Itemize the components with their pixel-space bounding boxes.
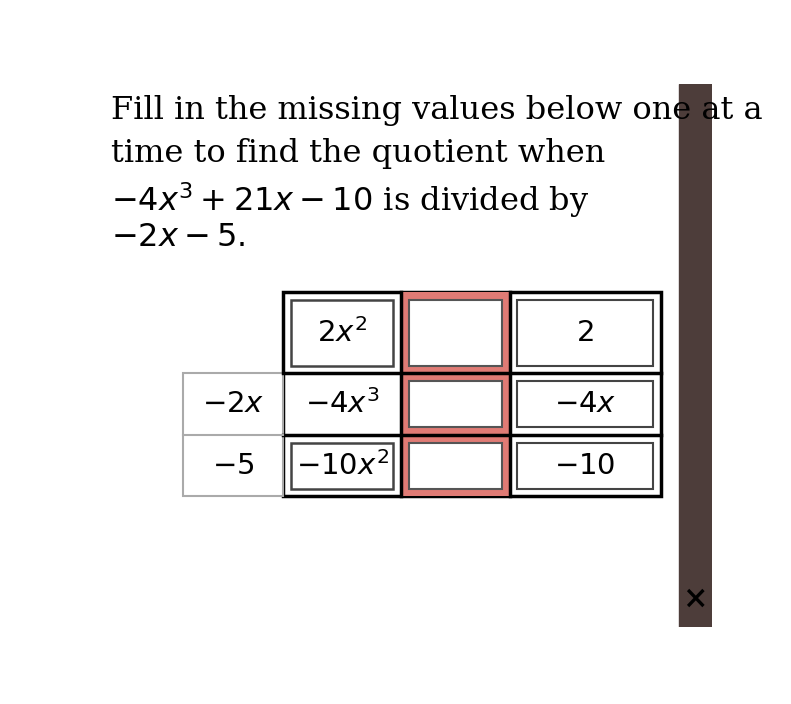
Text: $-4x$: $-4x$ xyxy=(554,390,616,418)
Bar xyxy=(517,300,653,365)
Bar xyxy=(183,373,283,496)
Bar xyxy=(409,300,501,365)
Text: $-4x^3$: $-4x^3$ xyxy=(305,389,380,419)
Text: Fill in the missing values below one at a: Fill in the missing values below one at … xyxy=(112,95,763,126)
Bar xyxy=(517,443,653,489)
Bar xyxy=(283,292,660,496)
Text: $2$: $2$ xyxy=(577,319,594,347)
Text: $2x^2$: $2x^2$ xyxy=(317,318,367,348)
Text: $-5$: $-5$ xyxy=(212,452,254,479)
Text: time to find the quotient when: time to find the quotient when xyxy=(112,137,606,169)
Bar xyxy=(409,381,501,427)
Text: $-10x^2$: $-10x^2$ xyxy=(296,451,388,481)
Bar xyxy=(291,300,393,365)
Text: ×: × xyxy=(683,583,708,614)
Bar xyxy=(517,381,653,427)
Text: $-10$: $-10$ xyxy=(554,452,616,479)
Text: $-4x^3 + 21x - 10$ is divided by: $-4x^3 + 21x - 10$ is divided by xyxy=(112,180,589,220)
Bar xyxy=(409,443,501,489)
Bar xyxy=(679,84,712,627)
Text: $-2x - 5.$: $-2x - 5.$ xyxy=(112,222,246,253)
Bar xyxy=(291,443,393,489)
Bar xyxy=(401,292,509,496)
Text: $-2x$: $-2x$ xyxy=(202,390,264,418)
